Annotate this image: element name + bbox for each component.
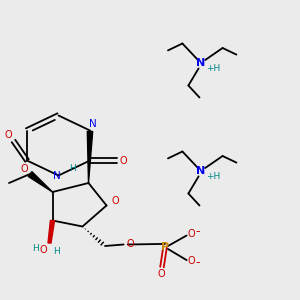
Text: H: H xyxy=(53,247,60,256)
Polygon shape xyxy=(87,131,93,183)
Text: N: N xyxy=(53,171,61,181)
Text: P: P xyxy=(161,242,170,253)
Text: H: H xyxy=(32,244,38,253)
Text: H: H xyxy=(69,164,75,173)
Text: O: O xyxy=(120,155,128,166)
Text: -: - xyxy=(195,225,200,239)
Text: O: O xyxy=(21,164,28,175)
Text: N: N xyxy=(196,58,206,68)
Text: O: O xyxy=(126,239,134,249)
Text: N: N xyxy=(196,166,206,176)
Text: O: O xyxy=(111,196,119,206)
Polygon shape xyxy=(48,220,55,243)
Text: N: N xyxy=(88,119,96,129)
Text: O: O xyxy=(188,229,195,239)
Polygon shape xyxy=(28,172,52,192)
Text: +H: +H xyxy=(206,64,221,73)
Text: O: O xyxy=(39,244,47,255)
Text: +H: +H xyxy=(206,172,221,181)
Text: -: - xyxy=(195,256,200,269)
Text: O: O xyxy=(4,130,12,140)
Text: O: O xyxy=(188,256,195,266)
Text: O: O xyxy=(158,269,166,279)
